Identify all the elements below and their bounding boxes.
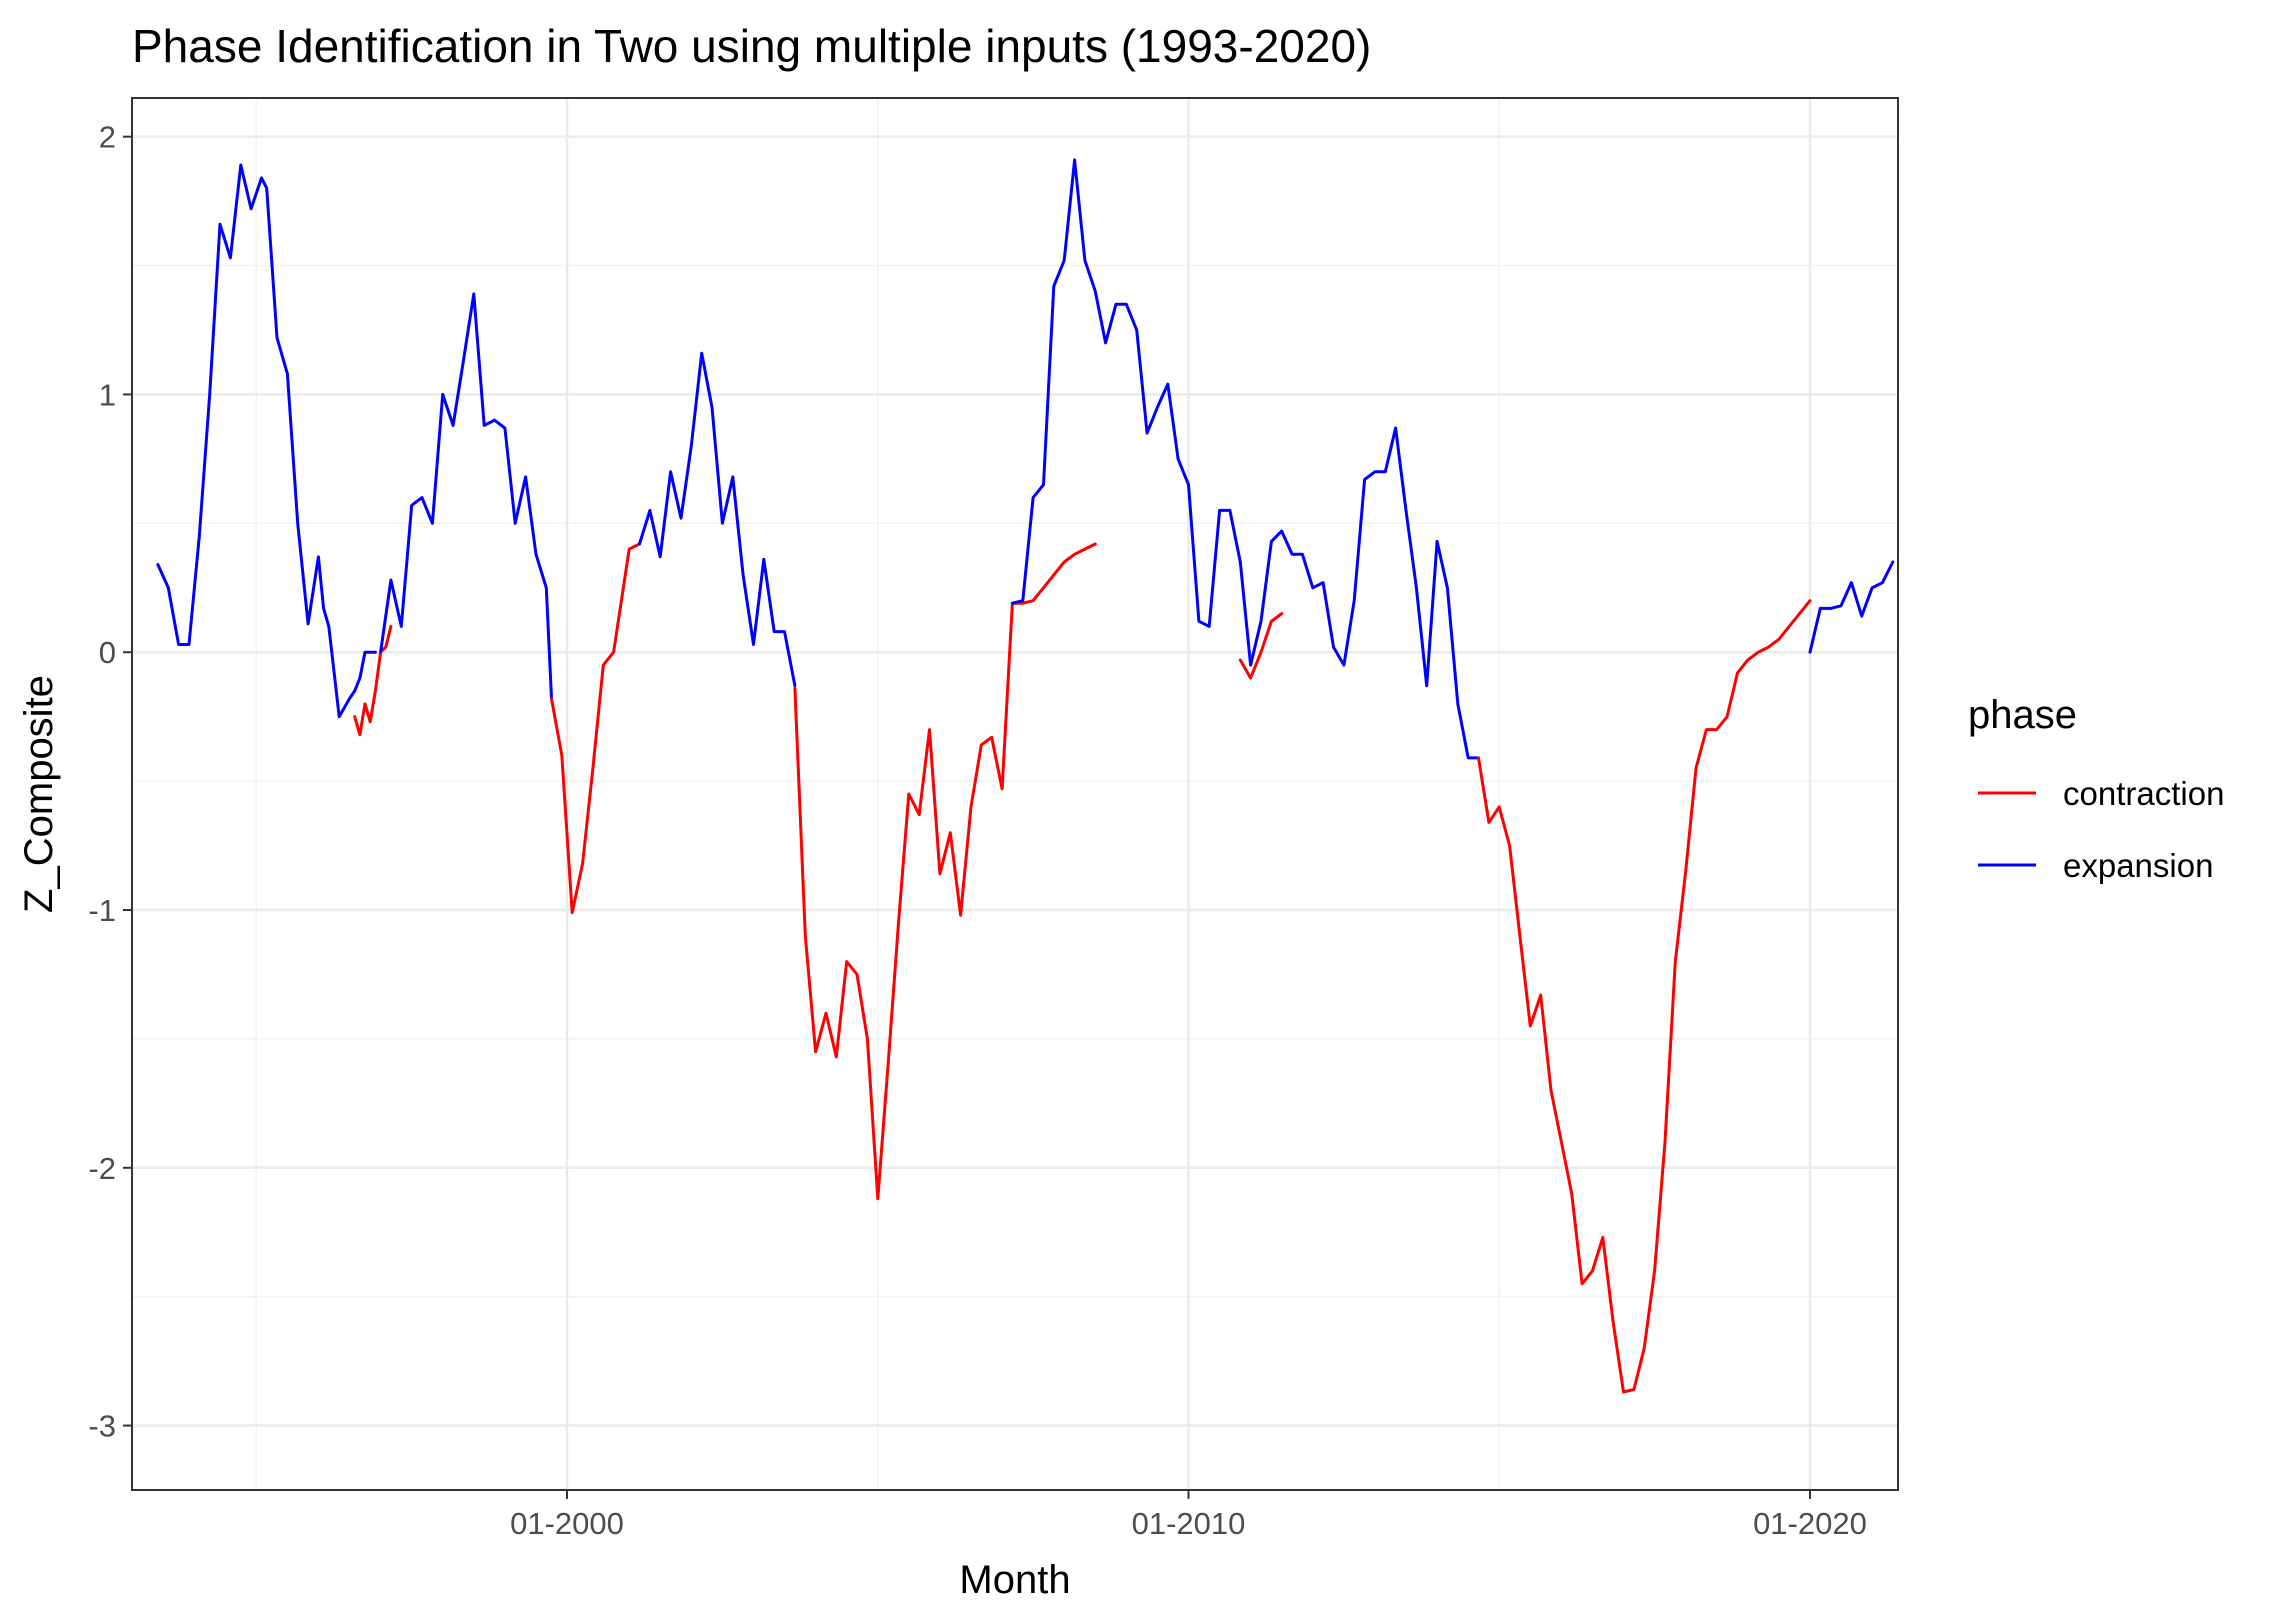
series-line-expansion xyxy=(762,557,797,688)
series-line-expansion xyxy=(1010,158,1242,628)
series-line-contraction xyxy=(1238,612,1284,680)
series-line-expansion xyxy=(156,163,377,719)
chart-title: Phase Identification in Two using multip… xyxy=(132,20,1371,72)
x-tick-label: 01-2000 xyxy=(510,1506,624,1541)
series-line-expansion xyxy=(1238,426,1480,760)
series-line-expansion xyxy=(638,351,766,646)
series-line-expansion xyxy=(493,418,553,701)
series-line-contraction xyxy=(550,542,641,915)
series-line-contraction xyxy=(793,542,1097,1201)
x-axis-title: Month xyxy=(959,1558,1070,1602)
plot-border xyxy=(131,97,1899,1491)
y-tick-label: -2 xyxy=(88,1151,116,1186)
major-gridlines xyxy=(132,98,1898,1490)
y-axis-title: Z_Composite xyxy=(17,675,61,913)
y-axis: 2 1 0 -1 -2 -3 xyxy=(88,120,132,1444)
legend: phase contraction expansion xyxy=(1968,693,2224,884)
legend-label-contraction: contraction xyxy=(2063,775,2224,812)
x-tick-label: 01-2020 xyxy=(1753,1506,1867,1541)
plot-panel xyxy=(132,98,1898,1490)
x-tick-label: 01-2010 xyxy=(1132,1506,1246,1541)
series-lines xyxy=(156,158,1895,1394)
y-tick-label: 2 xyxy=(99,120,116,155)
series-line-contraction xyxy=(353,624,393,737)
legend-title: phase xyxy=(1968,693,2077,737)
y-tick-label: 1 xyxy=(99,377,116,412)
series-line-contraction xyxy=(1477,599,1812,1394)
y-tick-label: -1 xyxy=(88,893,116,928)
x-axis: 01-2000 01-2010 01-2020 xyxy=(510,1490,1867,1541)
legend-item-contraction: contraction xyxy=(1978,775,2224,812)
plot-area xyxy=(131,97,1899,1491)
y-tick-label: 0 xyxy=(99,635,116,670)
legend-label-expansion: expansion xyxy=(2063,847,2213,884)
y-tick-label: -3 xyxy=(88,1409,116,1444)
minor-gridlines xyxy=(132,98,1898,1490)
series-line-expansion xyxy=(379,292,496,654)
series-line-expansion xyxy=(1808,560,1895,654)
legend-item-expansion: expansion xyxy=(1978,847,2213,884)
